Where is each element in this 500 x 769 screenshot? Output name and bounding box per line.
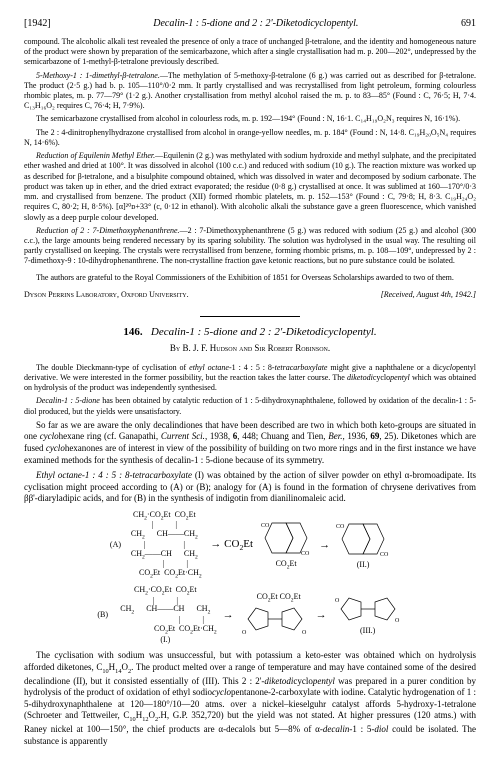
abstract-p2-lead: Decalin-1 : 5-dione — [36, 396, 100, 405]
header-title: Decalin-1 : 5-dione and 2 : 2'-Diketodic… — [51, 18, 461, 31]
svg-text:CO: CO — [336, 524, 345, 530]
arrow-b2: → — [316, 608, 327, 622]
para-dim-lead: Reduction of 2 : 7-Dimethoxyphenanthrene… — [36, 226, 180, 235]
para-semicarbazone: The semicarbazone crystallised from alco… — [24, 114, 476, 124]
header-page: 691 — [461, 18, 476, 31]
body-p4-lead: Ethyl octane-1 : 4 : 5 : 8-tetracarboxyl… — [36, 470, 192, 480]
article-title-text: Decalin-1 : 5-dione and 2 : 2'-Diketodic… — [145, 326, 376, 338]
para-semi-lead: The semicarbazone — [36, 114, 98, 123]
pentagon-pair-icon-2: OO — [333, 594, 403, 624]
abstract-p1-text: The double Dieckmann-type of cyclisation… — [24, 363, 476, 392]
molecule-I-a: CH2·CO2Et CO2Et | | CH2 CH——CH2 | | CH2—… — [127, 511, 202, 580]
para-compound: compound. The alcoholic alkali test reve… — [24, 37, 476, 68]
para-equilenin: Reduction of Equilenin Methyl Ether.—Equ… — [24, 151, 476, 223]
label-I: (I.) — [160, 635, 170, 644]
svg-text:O: O — [242, 630, 247, 634]
molecule-intermediate-b: CO2Et CO2Et OO — [240, 593, 310, 637]
section-rule — [200, 316, 300, 317]
molecule-bicyclic: COCOCO2Et — [259, 519, 313, 571]
abstract-p2: Decalin-1 : 5-dione has been obtained by… — [24, 396, 476, 416]
hexagon-icon: CO CO — [259, 519, 313, 557]
scheme-b-label: (B) — [97, 610, 108, 620]
para-semi-body: crystallised from alcohol in colourless … — [98, 114, 460, 123]
para-dinitro-lead: The 2 : 4-dinitrophenylhydrazone — [36, 128, 144, 137]
running-header: [1942] Decalin-1 : 5-dione and 2 : 2'-Di… — [24, 18, 476, 31]
body-p5: The cyclisation with sodium was unsucces… — [24, 650, 476, 747]
svg-text:CO: CO — [301, 551, 310, 557]
para-dimethoxy: Reduction of 2 : 7-Dimethoxyphenanthrene… — [24, 226, 476, 267]
body-p5-text: The cyclisation with sodium was unsucces… — [24, 650, 476, 745]
label-II: (II.) — [357, 560, 370, 569]
pentagon-pair-icon: OO — [240, 604, 310, 634]
article-title: 146. Decalin-1 : 5-dione and 2 : 2'-Dike… — [24, 325, 476, 339]
scheme-a-label: (A) — [110, 540, 121, 550]
para-dinitro: The 2 : 4-dinitrophenylhydrazone crystal… — [24, 128, 476, 148]
molecule-I-b: CH2·CO2Et CO2Et | | CH2 CH——CH CH2 | | C… — [114, 586, 217, 645]
svg-text:O: O — [302, 630, 307, 634]
body-p3: So far as we are aware the only decalind… — [24, 420, 476, 466]
received-date: [Received, August 4th, 1942.] — [381, 290, 476, 300]
hexagon-icon-2: CO CO — [336, 520, 390, 558]
molecule-II: CO CO (II.) — [336, 520, 390, 570]
svg-text:O: O — [395, 618, 400, 624]
svg-text:CO: CO — [261, 523, 270, 529]
arrow-a: → CO2Et — [208, 537, 253, 553]
svg-text:O: O — [335, 598, 340, 604]
acknowledgement: The authors are grateful to the Royal Co… — [24, 273, 476, 283]
scheme-b: (B) CH2·CO2Et CO2Et | | CH2 CH——CH CH2 |… — [24, 586, 476, 645]
arrow-a2: → — [319, 538, 330, 552]
svg-text:CO: CO — [380, 552, 389, 558]
article-number: 146. — [123, 326, 142, 338]
scheme-a: (A) CH2·CO2Et CO2Et | | CH2 CH——CH2 | | … — [24, 511, 476, 580]
abstract-p1: The double Dieckmann-type of cyclisation… — [24, 363, 476, 394]
arrow-b: → — [223, 608, 234, 622]
para-methoxy: 5-Methoxy-1 : 1-dimethyl-β-tetralone.—Th… — [24, 71, 476, 112]
body-p3-text: So far as we are aware the only decalind… — [24, 420, 476, 465]
para-eq-lead: Reduction of Equilenin Methyl Ether. — [36, 151, 155, 160]
molecule-III: OO (III.) — [333, 594, 403, 636]
header-year: [1942] — [24, 18, 51, 31]
para-eq-body: —Equilenin (2 g.) was methylated with so… — [24, 151, 476, 221]
body-p4: Ethyl octane-1 : 4 : 5 : 8-tetracarboxyl… — [24, 470, 476, 505]
affiliation: Dyson Perrins Laboratory, Oxford Univers… — [24, 290, 189, 300]
para-methoxy-lead: 5-Methoxy-1 : 1-dimethyl-β-tetralone. — [36, 71, 160, 80]
authors: By B. J. F. Hudson and Sir Robert Robins… — [24, 343, 476, 355]
label-III: (III.) — [360, 626, 375, 635]
